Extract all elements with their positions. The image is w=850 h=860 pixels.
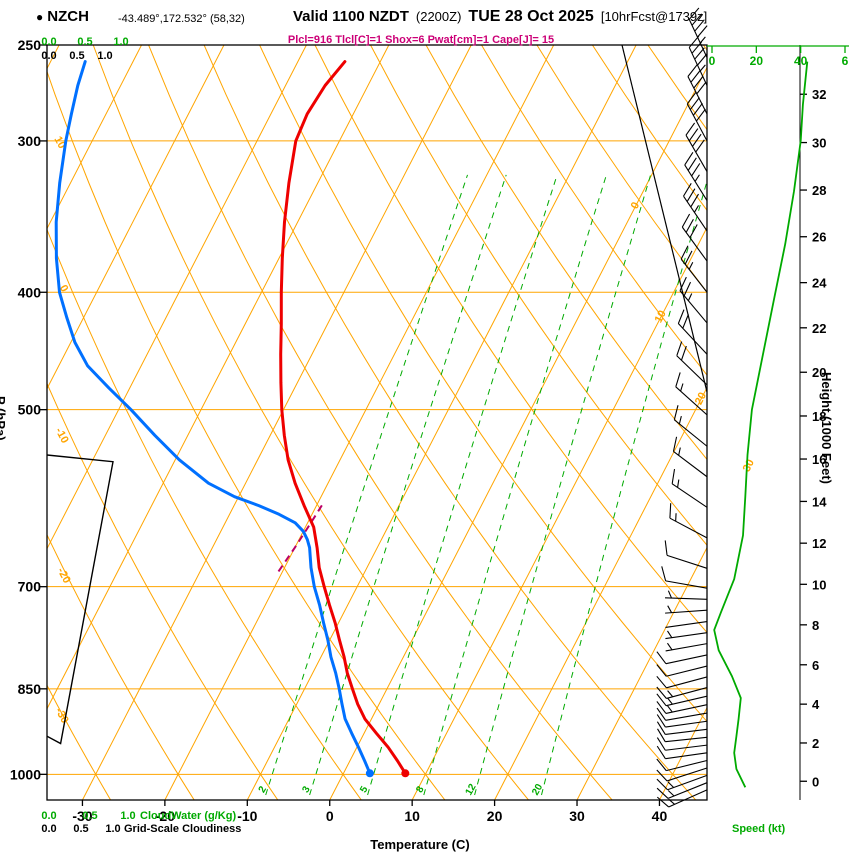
- plot-border: [46, 44, 708, 801]
- pressure-tick-label: 500: [18, 402, 42, 418]
- height-tick-label: 12: [812, 536, 826, 551]
- mixratio-label: 3: [300, 784, 313, 795]
- isotherm-label: 20: [693, 390, 709, 406]
- pressure-tick-label: 300: [18, 133, 42, 149]
- wind-barbs: [656, 7, 708, 808]
- temp-tick-label: 10: [404, 808, 420, 824]
- height-tick-label: 18: [812, 409, 826, 424]
- temperature-curve-surface-dot: [401, 769, 410, 778]
- height-tick-label: 26: [812, 230, 826, 245]
- dewpoint-curve: [54, 60, 374, 778]
- dry-adiabat-label: -10: [53, 426, 71, 446]
- pressure-tick-label: 1000: [10, 766, 41, 782]
- valid-zulu: (2200Z): [415, 9, 462, 24]
- pressure-tick-label: 700: [18, 579, 42, 595]
- temp-tick-label: -10: [237, 808, 257, 824]
- station-coords: -43.489°,172.532° (58,32): [118, 13, 245, 25]
- mixratio-label: 20: [530, 782, 545, 798]
- speed-tick-label: 20: [750, 54, 764, 68]
- height-tick-label: 2: [812, 736, 819, 751]
- speed-axis-title: Speed (kt): [732, 823, 786, 835]
- temp-tick-label: 40: [652, 808, 668, 824]
- isotherm-labels: 0 10 20 30: [629, 200, 757, 474]
- mixratio-label: 12: [464, 782, 479, 798]
- pressure-tick-label: 250: [18, 37, 42, 53]
- height-tick-label: 28: [812, 183, 826, 198]
- cloudwater-legend: CloudWater (g/Kg): [140, 810, 237, 822]
- temp-tick-label: 0: [326, 808, 334, 824]
- height-tick-label: 0: [812, 774, 819, 789]
- pressure-axis-title: P (hPa): [0, 396, 8, 441]
- height-tick-label: 22: [812, 321, 826, 336]
- forecast-hour: [10hrFcst@1739z]: [600, 9, 708, 24]
- sounding-indices: Plcl=916 Tlcl[C]=1 Shox=6 Pwat[cm]=1 Cap…: [287, 34, 555, 46]
- temp-tick-label: 20: [487, 808, 503, 824]
- isotherm-label: 30: [741, 457, 757, 473]
- mixratio-label: 2: [257, 784, 270, 795]
- dry-adiabat-label: 0: [57, 283, 70, 294]
- temperature-axis-title: Temperature (C): [370, 837, 470, 852]
- height-tick-label: 6: [812, 658, 819, 673]
- valid-time-line: Valid 1100 NZDT (2200Z) TUE 28 Oct 2025 …: [293, 8, 707, 26]
- height-axis-title: Height (1000 Feet): [819, 372, 834, 484]
- pressure-axis: 250 300 400 500 700 850 1000: [10, 37, 47, 782]
- temp-tick-label: -30: [72, 808, 92, 824]
- cloudiness-legend: Grid-Scale Cloudiness: [124, 823, 242, 835]
- temp-tick-label: 30: [569, 808, 585, 824]
- cloudwater-scale-top: 0.5: [77, 36, 93, 48]
- height-tick-label: 10: [812, 577, 826, 592]
- station-bullet-icon: ●: [36, 10, 44, 24]
- speed-profile: [713, 61, 809, 788]
- dewpoint-curve-surface-dot: [365, 769, 374, 778]
- station-id: NZCH: [47, 8, 89, 25]
- temperature-axis: -30 -20 -10 0 10 20 30 40: [72, 800, 667, 824]
- height-tick-label: 32: [812, 87, 826, 102]
- pressure-tick-label: 400: [18, 284, 42, 300]
- cloudwater-scale-top: 0.0: [41, 36, 57, 48]
- height-tick-label: 14: [812, 494, 827, 509]
- mixratio-label: 8: [414, 784, 427, 795]
- domain-edge: [621, 44, 708, 393]
- cloudwater-scale-bottom: 1.0: [120, 810, 136, 822]
- dry-adiabat-label: -30: [53, 706, 71, 726]
- pressure-tick-label: 850: [18, 681, 42, 697]
- cloudiness-scale-top: 0.0: [41, 50, 57, 62]
- speed-tick-label: 6: [842, 54, 849, 68]
- cloudwater-scale-bottom: 0.5: [82, 810, 98, 822]
- temp-tick-label: -20: [155, 808, 175, 824]
- speed-axis: 0 20 40 6: [707, 45, 849, 68]
- height-tick-label: 8: [812, 618, 819, 633]
- valid-time: Valid 1100 NZDT: [293, 8, 409, 25]
- speed-tick-label: 0: [709, 54, 716, 68]
- mixratio-label: 5: [358, 784, 371, 795]
- station-header: ● NZCH: [36, 8, 89, 25]
- cloudiness-scale-top: 0.5: [69, 50, 85, 62]
- height-tick-label: 24: [812, 276, 827, 291]
- skewt-grid: [47, 45, 707, 800]
- cloudiness-scale-bottom: 0.5: [73, 823, 89, 835]
- isotherm-label: 0: [629, 200, 642, 211]
- cloudiness-scale-bottom: 1.0: [105, 823, 121, 835]
- speed-tick-label: 40: [794, 54, 808, 68]
- height-tick-label: 30: [812, 136, 826, 151]
- valid-date: TUE 28 Oct 2025: [468, 8, 594, 25]
- parcel-path: [277, 500, 326, 572]
- height-tick-label: 4: [812, 697, 820, 712]
- height-tick-label: 16: [812, 452, 826, 467]
- isotherm-label: 10: [653, 308, 669, 324]
- cloudiness-scale-bottom: 0.0: [41, 823, 57, 835]
- cloudwater-scale-bottom: 0.0: [41, 810, 57, 822]
- height-tick-label: 20: [812, 365, 826, 380]
- cloudiness-scale-top: 1.0: [97, 50, 113, 62]
- dry-adiabat-labels: 100-10-20-30: [51, 134, 72, 725]
- temperature-curve: [279, 60, 410, 778]
- mixing-ratio-labels: 2 3 5 8 12 20: [257, 782, 546, 798]
- cloudwater-scale-top: 1.0: [113, 36, 129, 48]
- cloudiness-curve: [47, 454, 114, 745]
